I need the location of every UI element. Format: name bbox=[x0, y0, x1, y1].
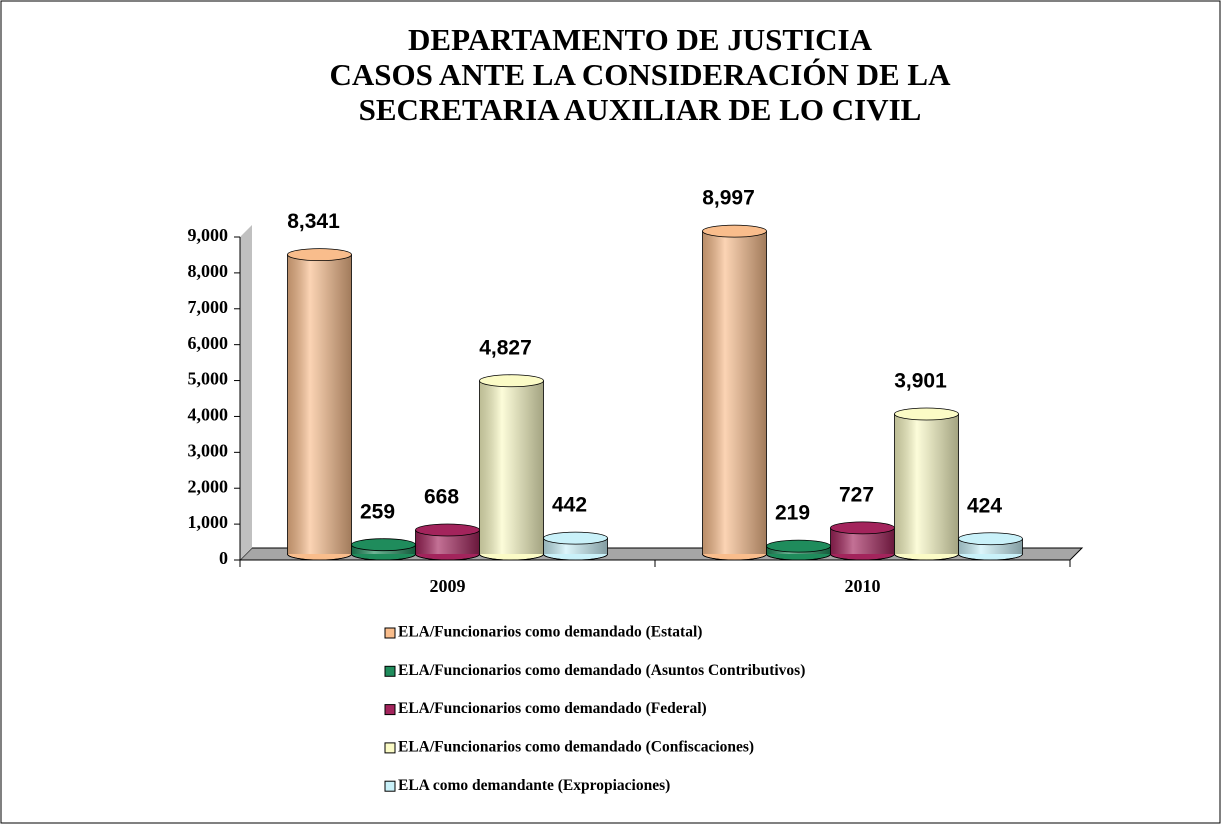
cylinder-top bbox=[766, 539, 831, 553]
value-label: 3,901 bbox=[894, 370, 947, 393]
value-label: 259 bbox=[360, 500, 395, 523]
cylinder-top bbox=[958, 532, 1023, 546]
y-tick-label: 7,000 bbox=[188, 297, 229, 317]
legend-label: ELA/Funcionarios como demandado (Federal… bbox=[398, 700, 707, 717]
legend-swatch bbox=[384, 627, 396, 639]
cylinder-top bbox=[830, 521, 895, 535]
y-tick-label: 5,000 bbox=[188, 369, 229, 389]
cylinder-top bbox=[702, 224, 767, 238]
legend-label: ELA/Funcionarios como demandado (Estatal… bbox=[398, 624, 702, 641]
value-label: 727 bbox=[839, 483, 874, 506]
bar-outline bbox=[894, 413, 959, 561]
value-label: 219 bbox=[775, 502, 810, 525]
y-tick-label: 8,000 bbox=[188, 261, 229, 281]
bar-outline bbox=[958, 538, 1023, 561]
bar-outline bbox=[830, 527, 895, 561]
legend-swatch bbox=[384, 704, 396, 716]
bar-outline bbox=[415, 530, 480, 561]
legend-swatch bbox=[384, 665, 396, 677]
legend-swatch bbox=[384, 780, 396, 792]
y-tick-label: 0 bbox=[219, 548, 228, 568]
y-tick-label: 9,000 bbox=[188, 225, 229, 245]
bar-shade bbox=[894, 413, 959, 554]
bar-shade bbox=[415, 530, 480, 554]
cylinder-top bbox=[287, 248, 352, 262]
value-label: 4,827 bbox=[479, 336, 532, 359]
bar-shade bbox=[479, 380, 544, 554]
cylinder-top bbox=[415, 523, 480, 537]
value-label: 8,341 bbox=[287, 210, 340, 233]
y-tick-label: 4,000 bbox=[188, 405, 229, 425]
bar-outline bbox=[287, 254, 352, 561]
chart-title: SECRETARIA AUXILIAR DE LO CIVIL bbox=[359, 92, 922, 127]
bar-shade bbox=[287, 254, 352, 555]
chart-title: CASOS ANTE LA CONSIDERACIÓN DE LA bbox=[330, 57, 952, 92]
bar-shade bbox=[702, 231, 767, 554]
y-tick-label: 1,000 bbox=[188, 512, 229, 532]
bar-outline bbox=[351, 544, 416, 561]
y-tick-label: 2,000 bbox=[188, 476, 229, 496]
side-wall bbox=[240, 225, 252, 560]
cylinder-top bbox=[543, 531, 608, 545]
bar-outline bbox=[766, 546, 831, 561]
value-label: 668 bbox=[424, 486, 459, 509]
bar-outline bbox=[702, 231, 767, 561]
bar-outline bbox=[479, 380, 544, 561]
chart-title: DEPARTAMENTO DE JUSTICIA bbox=[408, 22, 873, 57]
legend-label: ELA/Funcionarios como demandado (Confisc… bbox=[398, 738, 754, 755]
legend-label: ELA como demandante (Expropiaciones) bbox=[398, 777, 670, 794]
cylinder-top bbox=[894, 407, 959, 421]
cylinder-top bbox=[351, 538, 416, 552]
y-tick-label: 3,000 bbox=[188, 440, 229, 460]
x-tick-label: 2009 bbox=[430, 576, 466, 596]
legend-label: ELA/Funcionarios como demandado (Asuntos… bbox=[398, 662, 805, 679]
cylinder-top bbox=[479, 374, 544, 388]
value-label: 8,997 bbox=[702, 187, 755, 210]
x-tick-label: 2010 bbox=[845, 576, 881, 596]
bar-outline bbox=[543, 538, 608, 561]
value-label: 442 bbox=[552, 494, 587, 517]
legend-swatch bbox=[384, 742, 396, 754]
value-label: 424 bbox=[967, 494, 1002, 517]
y-tick-label: 6,000 bbox=[188, 333, 229, 353]
